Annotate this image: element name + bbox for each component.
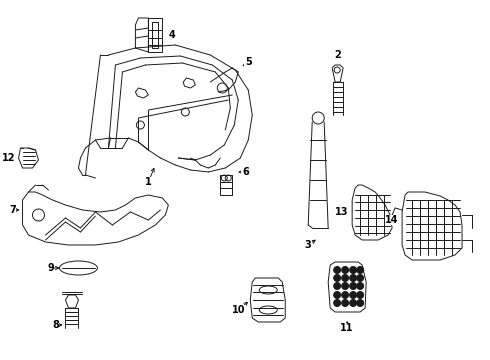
Circle shape bbox=[334, 292, 341, 298]
Circle shape bbox=[334, 300, 341, 306]
Text: 11: 11 bbox=[341, 323, 354, 333]
Circle shape bbox=[357, 300, 364, 306]
Circle shape bbox=[342, 266, 349, 274]
Circle shape bbox=[350, 266, 357, 274]
Text: 3: 3 bbox=[305, 240, 312, 250]
Circle shape bbox=[350, 292, 357, 298]
Circle shape bbox=[357, 292, 364, 298]
Text: 8: 8 bbox=[52, 320, 59, 330]
Text: 12: 12 bbox=[2, 153, 15, 163]
Text: 1: 1 bbox=[145, 177, 152, 187]
Text: 9: 9 bbox=[47, 263, 54, 273]
Circle shape bbox=[357, 283, 364, 289]
Text: 4: 4 bbox=[169, 30, 176, 40]
Circle shape bbox=[334, 266, 341, 274]
Circle shape bbox=[350, 274, 357, 282]
Text: 5: 5 bbox=[245, 57, 252, 67]
Circle shape bbox=[350, 283, 357, 289]
Circle shape bbox=[334, 274, 341, 282]
Circle shape bbox=[342, 300, 349, 306]
Circle shape bbox=[350, 300, 357, 306]
Circle shape bbox=[342, 292, 349, 298]
Text: 13: 13 bbox=[336, 207, 349, 217]
Circle shape bbox=[342, 274, 349, 282]
Text: 14: 14 bbox=[385, 215, 399, 225]
Text: 10: 10 bbox=[232, 305, 245, 315]
Text: 7: 7 bbox=[9, 205, 16, 215]
Circle shape bbox=[357, 266, 364, 274]
Circle shape bbox=[342, 283, 349, 289]
Text: 6: 6 bbox=[242, 167, 248, 177]
Text: 2: 2 bbox=[334, 50, 341, 60]
Circle shape bbox=[334, 283, 341, 289]
Circle shape bbox=[357, 274, 364, 282]
